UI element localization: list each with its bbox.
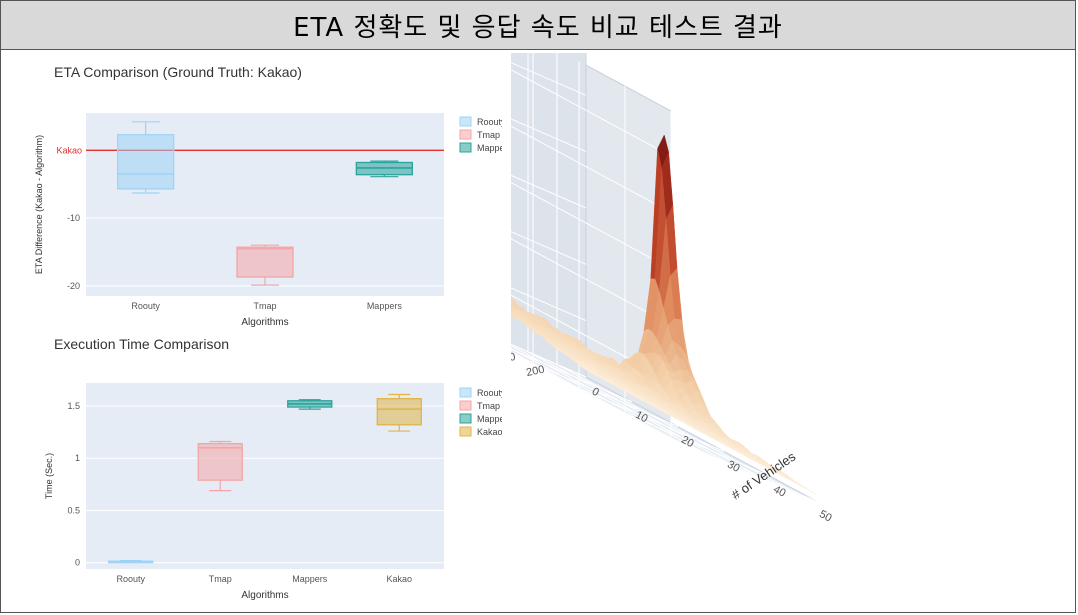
chart-title-1: ETA Comparison (Ground Truth: Kakao) [54,64,302,80]
y-tick-label: -10 [67,213,80,223]
box-roouty [117,121,175,194]
z-gridline [511,62,672,157]
legend-label-tmap: Tmap [477,401,500,411]
box-tmap [197,440,243,492]
box-iqr [236,246,294,278]
response-time-surface-chart: 0500100015002000250020040060080010000102… [511,53,834,525]
surface-cell [511,300,513,304]
y-tick-label: 1 [75,453,80,463]
chart-title-2: Execution Time Comparison [54,336,229,352]
x-tick-label: Kakao [386,574,412,584]
y-axis-label: ETA Difference (Kakao - Algorithm) [34,135,44,274]
legend-label-mappers: Mappers [477,143,502,153]
box-iqr [117,134,175,190]
x-tick-label: 10 [633,409,649,425]
y-tick-label: -20 [67,281,80,291]
y-gridline [556,53,788,489]
x-tick-label: Tmap [253,301,276,311]
x-tick-label: 30 [725,459,741,475]
x-tick-label: Tmap [209,574,232,584]
x-tick-label: 0 [590,386,601,399]
z-gridline [511,287,672,382]
y-tick-label: 400 [511,351,517,367]
box-tmap [236,244,294,286]
box-roouty [108,560,154,564]
y-gridline [527,53,759,477]
y-tick-label: 0.5 [67,505,80,515]
y-gridline [511,350,672,439]
box-iqr [376,398,422,426]
z-gridline [511,231,672,326]
box-mappers [287,399,333,410]
legend-swatch-roouty [459,387,472,398]
legend-label-roouty: Roouty [477,388,502,398]
x-gridline [511,343,587,378]
box-mappers [355,160,413,178]
surface-cell [581,366,593,375]
reference-line-label: Kakao [56,145,82,155]
y-tick-label: 1.5 [67,401,80,411]
x-tick-label: 50 [817,508,833,524]
legend-swatch-tmap [459,129,472,140]
y-tick-label: 200 [525,364,545,380]
legend-swatch-mappers [459,142,472,153]
y-gridline [511,345,730,464]
x-tick-label: Mappers [292,574,328,584]
z-gridline [511,118,672,213]
eta-comparison-chart: ETA Comparison (Ground Truth: Kakao) -10 -… [34,64,502,328]
x-gridline [511,348,633,403]
y-tick-label: 0 [75,558,80,568]
y-axis-label: Time (Sec.) [44,453,54,499]
legend-swatch-mappers [459,413,472,424]
legend-label-mappers: Mappers [477,414,502,424]
legend-label-kakao: Kakao [477,427,502,437]
x-tick-label: 40 [771,483,787,499]
x-tick-label: Roouty [131,301,160,311]
x-axis-label: # of Vehicles [729,449,799,503]
box-kakao [376,393,422,432]
surface-mesh [511,134,817,495]
surface-cell [511,297,514,302]
x-tick-label: Mappers [367,301,403,311]
z-gridline [511,174,672,270]
y-gridline [511,347,701,451]
legend-swatch-kakao [459,426,472,437]
box-iqr [197,442,243,481]
legend-swatch-roouty [459,116,472,127]
x-axis-label: Algorithms [241,317,288,328]
page-title: ETA 정확도 및 응답 속도 비교 테스트 결과 [1,1,1075,50]
x-axis-label: Algorithms [241,590,288,601]
x-tick-label: Roouty [116,574,145,584]
legend-swatch-tmap [459,400,472,411]
x-tick-label: 20 [679,434,695,450]
legend-label-roouty: Roouty [477,117,502,127]
legend-label-tmap: Tmap [477,130,500,140]
execution-time-chart: Execution Time Comparison 0 0.5 1 1.5 Roouty T… [44,336,502,601]
